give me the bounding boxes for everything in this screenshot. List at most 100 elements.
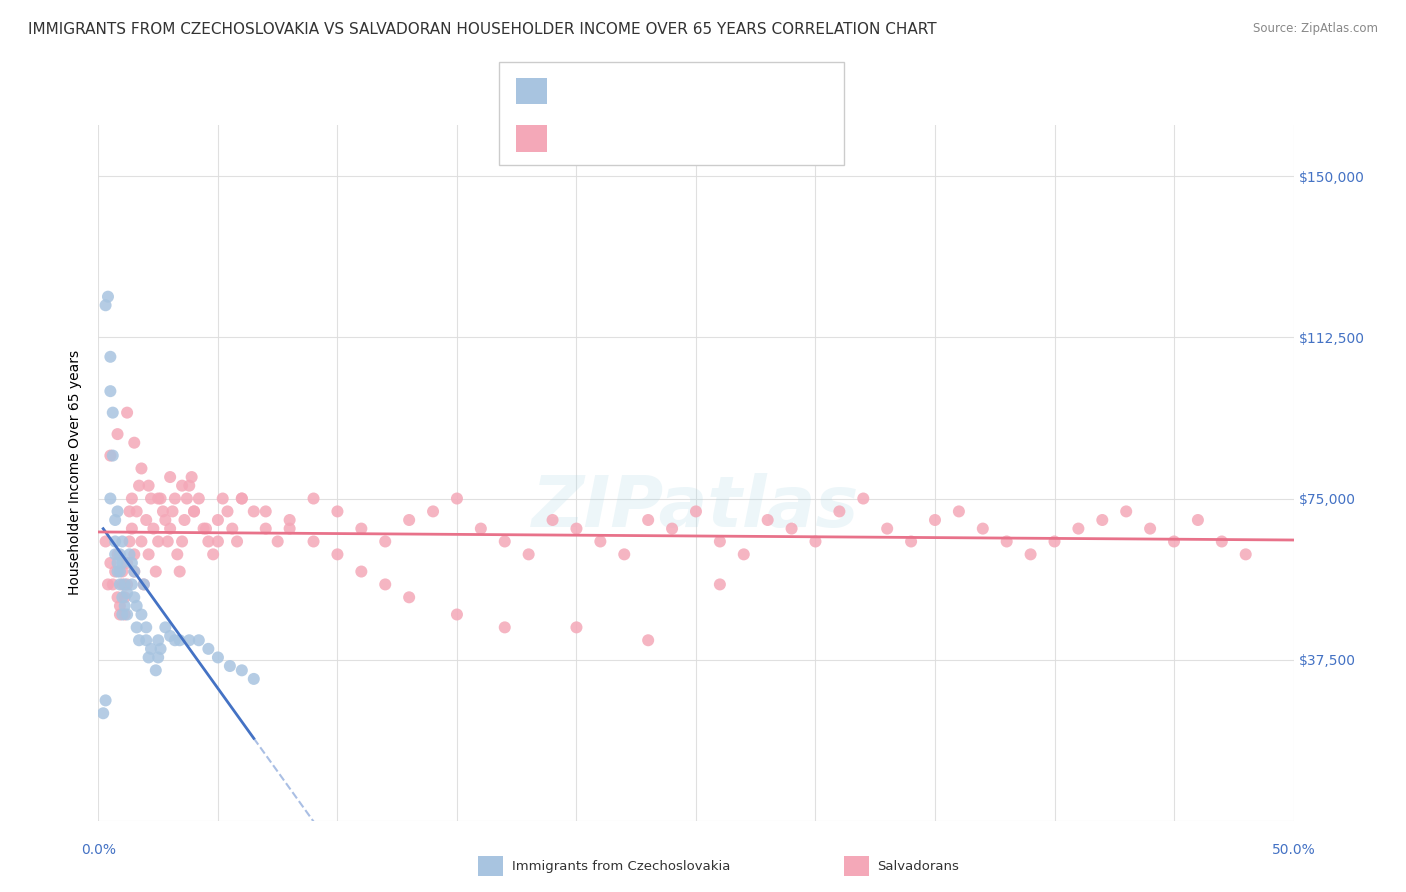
Point — [267, 534, 290, 549]
Point — [374, 577, 396, 591]
Point — [179, 633, 201, 648]
Point — [207, 513, 229, 527]
Point — [172, 478, 194, 492]
Point — [470, 522, 492, 536]
Point — [231, 491, 253, 506]
Text: 50.0%: 50.0% — [1271, 843, 1316, 857]
Point — [101, 406, 124, 420]
Point — [124, 565, 146, 579]
Text: N =: N = — [688, 84, 718, 98]
Point — [115, 607, 138, 622]
Point — [94, 298, 117, 312]
Point — [104, 513, 127, 527]
Point — [145, 663, 167, 677]
Point — [173, 513, 195, 527]
Text: 0.0%: 0.0% — [82, 843, 115, 857]
Point — [111, 607, 134, 622]
Point — [219, 659, 242, 673]
Point — [172, 534, 194, 549]
Point — [108, 565, 131, 579]
Point — [733, 547, 755, 561]
Point — [132, 577, 155, 591]
Point — [231, 491, 253, 506]
Point — [398, 591, 420, 605]
Point — [1163, 534, 1185, 549]
Point — [180, 470, 202, 484]
Point — [131, 534, 153, 549]
Point — [159, 470, 181, 484]
Point — [226, 534, 249, 549]
Point — [101, 577, 124, 591]
Point — [111, 565, 134, 579]
Point — [159, 629, 181, 643]
Point — [207, 650, 229, 665]
Point — [207, 534, 229, 549]
Point — [115, 406, 138, 420]
Point — [107, 565, 129, 579]
Point — [121, 556, 143, 570]
Point — [148, 650, 170, 665]
Point — [139, 641, 162, 656]
Point — [108, 599, 131, 613]
Point — [780, 522, 803, 536]
Point — [108, 577, 131, 591]
Point — [243, 504, 266, 518]
Point — [108, 607, 131, 622]
Point — [211, 491, 233, 506]
Point — [107, 547, 129, 561]
Point — [302, 534, 325, 549]
Point — [115, 577, 138, 591]
Text: Source: ZipAtlas.com: Source: ZipAtlas.com — [1253, 22, 1378, 36]
Text: IMMIGRANTS FROM CZECHOSLOVAKIA VS SALVADORAN HOUSEHOLDER INCOME OVER 65 YEARS CO: IMMIGRANTS FROM CZECHOSLOVAKIA VS SALVAD… — [28, 22, 936, 37]
Point — [446, 607, 468, 622]
Point — [183, 504, 205, 518]
Point — [124, 591, 146, 605]
Point — [98, 350, 122, 364]
Point — [121, 491, 143, 506]
Point — [350, 522, 373, 536]
Point — [163, 633, 186, 648]
Point — [193, 522, 215, 536]
Point — [162, 504, 184, 518]
Text: N =: N = — [688, 131, 718, 145]
Point — [1019, 547, 1042, 561]
Point — [132, 577, 155, 591]
Point — [828, 504, 851, 518]
Point — [115, 556, 138, 570]
Point — [187, 633, 209, 648]
Point — [876, 522, 898, 536]
Point — [183, 504, 205, 518]
Point — [97, 577, 120, 591]
Point — [125, 620, 148, 634]
Point — [637, 513, 659, 527]
Point — [107, 504, 129, 518]
Point — [326, 547, 349, 561]
Point — [114, 577, 136, 591]
Point — [135, 620, 157, 634]
Point — [852, 491, 875, 506]
Point — [94, 534, 117, 549]
Point — [114, 591, 136, 605]
Text: R =: R = — [558, 84, 588, 98]
Point — [221, 522, 243, 536]
Point — [114, 607, 136, 622]
Point — [179, 478, 201, 492]
Point — [709, 577, 731, 591]
Point — [138, 478, 160, 492]
Point — [326, 504, 349, 518]
Point — [114, 599, 136, 613]
Text: 125: 125 — [737, 131, 766, 145]
Point — [350, 565, 373, 579]
Point — [111, 591, 134, 605]
Point — [98, 449, 122, 463]
Point — [541, 513, 564, 527]
Text: 0.135: 0.135 — [613, 131, 657, 145]
Point — [169, 633, 191, 648]
Point — [1234, 547, 1257, 561]
Point — [494, 620, 516, 634]
Point — [494, 534, 516, 549]
Point — [197, 641, 219, 656]
Y-axis label: Householder Income Over 65 years: Householder Income Over 65 years — [69, 351, 83, 595]
Point — [125, 504, 148, 518]
Point — [124, 435, 146, 450]
